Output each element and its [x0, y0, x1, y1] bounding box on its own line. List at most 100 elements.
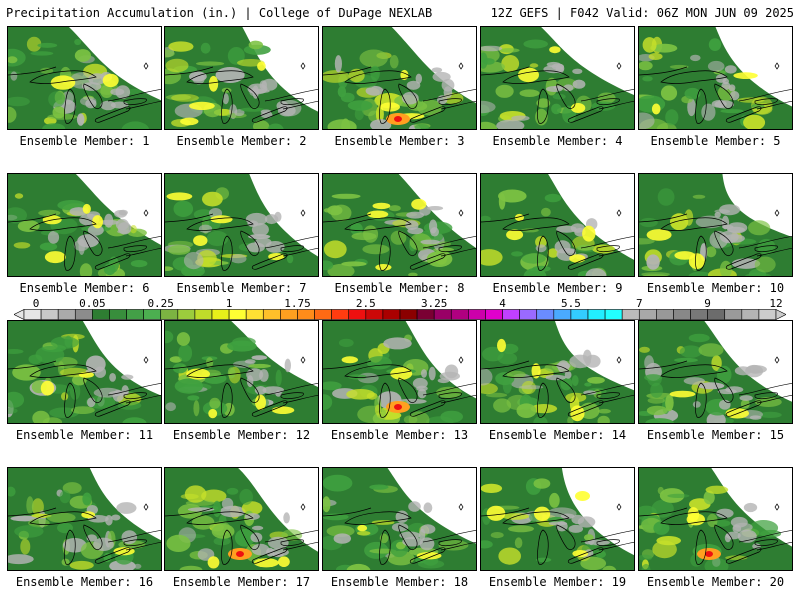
- great-lakes-outline: [251, 106, 288, 123]
- ensemble-member-label: Ensemble Member: 8: [334, 281, 465, 295]
- great-lakes-outline: [725, 547, 762, 564]
- ensemble-member-label: Ensemble Member: 18: [330, 575, 469, 589]
- great-lakes-outline: [221, 529, 233, 565]
- great-lakes-outline: [754, 539, 778, 547]
- precipitation-map: [481, 27, 634, 129]
- colorbar-tick-label: 7: [635, 297, 643, 310]
- colorbar-bin: [194, 309, 213, 320]
- precipitation-map: [481, 321, 634, 423]
- great-lakes-outline: [280, 98, 304, 106]
- colorbar-bin: [690, 309, 708, 320]
- precipitation-map: [323, 468, 476, 570]
- colorbar-bin: [587, 309, 606, 320]
- ensemble-member-label: Ensemble Member: 12: [172, 428, 311, 442]
- colorbar-bin: [109, 309, 127, 320]
- precipitation-map: [165, 321, 318, 423]
- precip-shield: [165, 321, 318, 423]
- colorbar-bin: [502, 309, 520, 320]
- great-lakes-outline: [344, 364, 412, 378]
- colorbar-tick-label: 0: [32, 297, 40, 310]
- colorbar-tick-label: 2.5: [355, 297, 376, 310]
- great-lakes-outline: [240, 230, 260, 256]
- model-run-info: 12Z GEFS | F042 Valid: 06Z MON JUN 09 20…: [490, 6, 794, 20]
- colorbar-bin: [553, 309, 572, 320]
- great-lakes-outline: [64, 382, 76, 418]
- great-lakes-outline: [323, 66, 476, 110]
- colorbar-tick-label: 5.5: [560, 297, 581, 310]
- great-lakes-outline: [660, 511, 728, 525]
- ensemble-member-label: Ensemble Member: 7: [176, 281, 307, 295]
- colorbar-bin: [280, 309, 298, 320]
- ensemble-map-panel: [638, 467, 793, 571]
- great-lakes-outline: [165, 66, 318, 110]
- precipitation-map: [639, 468, 792, 570]
- great-lakes-outline: [481, 507, 634, 551]
- great-lakes-outline: [660, 364, 728, 378]
- precipitation-map: [165, 174, 318, 276]
- great-lakes-outline: [8, 507, 161, 551]
- great-lakes-outline: [8, 66, 161, 110]
- great-lakes-outline: [186, 217, 254, 231]
- colorbar-bin: [656, 309, 674, 320]
- great-lakes-outline: [409, 253, 446, 270]
- great-lakes-outline: [660, 70, 728, 84]
- great-lakes-outline: [221, 88, 233, 124]
- great-lakes-outline: [165, 213, 318, 257]
- ensemble-map-panel: [638, 320, 793, 424]
- colorbar-bin: [245, 309, 264, 320]
- great-lakes-outline: [567, 253, 604, 270]
- great-lakes-outline: [240, 377, 260, 403]
- precip-shield: [639, 321, 792, 423]
- ensemble-map-panel: [7, 467, 162, 571]
- great-lakes-outline: [438, 245, 462, 253]
- great-lakes-outline: [29, 70, 97, 84]
- precipitation-map: [323, 321, 476, 423]
- great-lakes-outline: [695, 529, 707, 565]
- great-lakes-outline: [29, 217, 97, 231]
- great-lakes-outline: [754, 245, 778, 253]
- colorbar-min-arrow: [14, 309, 25, 320]
- great-lakes-outline: [754, 392, 778, 400]
- great-lakes-outline: [165, 507, 318, 551]
- colorbar-bin: [433, 309, 452, 320]
- great-lakes-outline: [251, 547, 288, 564]
- colorbar-bin: [536, 309, 555, 320]
- great-lakes-outline: [398, 230, 418, 256]
- precipitation-map: [323, 174, 476, 276]
- ensemble-member-label: Ensemble Member: 11: [15, 428, 154, 442]
- great-lakes-outline: [29, 364, 97, 378]
- great-lakes-outline: [481, 66, 634, 110]
- colorbar-tick-label: 3.25: [420, 297, 448, 310]
- great-lakes-outline: [8, 213, 161, 257]
- great-lakes-outline: [567, 547, 604, 564]
- precipitation-map: [639, 321, 792, 423]
- great-lakes-outline: [695, 235, 707, 271]
- colorbar-tick-label: 0.25: [147, 297, 174, 310]
- precipitation-colorbar: 0 0.05 0.25 1 1.75 2.5 3.25 4 5.5 7 9 12: [14, 297, 786, 320]
- ensemble-member-label: Ensemble Member: 1: [19, 134, 150, 148]
- great-lakes-outline: [438, 392, 462, 400]
- great-lakes-outline: [123, 392, 147, 400]
- ensemble-member-label: Ensemble Member: 2: [176, 134, 307, 148]
- great-lakes-outline: [481, 360, 634, 404]
- great-lakes-outline: [94, 253, 131, 270]
- great-lakes-outline: [502, 511, 570, 525]
- colorbar-bin: [211, 309, 230, 320]
- ensemble-member-label: Ensemble Member: 16: [15, 575, 154, 589]
- great-lakes-outline: [714, 230, 734, 256]
- great-lakes-outline: [537, 529, 549, 565]
- colorbar-bin: [450, 309, 469, 320]
- ensemble-map-panel: [638, 26, 793, 130]
- colorbar-bin: [314, 309, 332, 320]
- ensemble-map-panel: [164, 26, 319, 130]
- colorbar-bin: [758, 309, 777, 320]
- great-lakes-outline: [695, 88, 707, 124]
- colorbar-bin: [177, 309, 196, 320]
- great-lakes-outline: [280, 392, 304, 400]
- colorbar-bin: [416, 309, 435, 320]
- great-lakes-outline: [714, 83, 734, 109]
- ensemble-member-label: Ensemble Member: 15: [646, 428, 785, 442]
- great-lakes-outline: [409, 106, 446, 123]
- colorbar-tick-label: 1.75: [284, 297, 311, 310]
- great-lakes-outline: [714, 524, 734, 550]
